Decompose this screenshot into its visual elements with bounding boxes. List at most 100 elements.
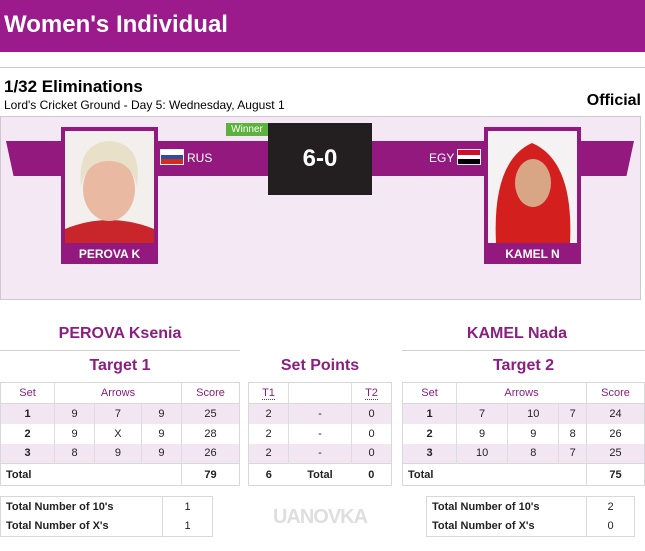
table-row: 1 9 7 9 25 — [0, 403, 240, 424]
arrow-score: 8 — [53, 443, 95, 464]
arrow-score: 9 — [53, 403, 95, 424]
set-score: 25 — [586, 443, 645, 464]
total-row: Total 79 — [0, 463, 240, 486]
table-row: 2 9 X 9 28 — [1, 423, 240, 444]
set-number: 1 — [0, 403, 55, 424]
total-score: 79 — [181, 463, 240, 486]
arrow-score: 7 — [558, 443, 587, 464]
set-number: 3 — [0, 443, 55, 464]
arrow-score: 9 — [140, 443, 182, 464]
xs-label: Total Number of X's — [6, 520, 109, 533]
set-header: Set — [0, 382, 55, 404]
match-score: 6-0 — [268, 123, 372, 195]
athlete2-card[interactable]: KAMEL N — [484, 127, 581, 264]
set-points-table: T1 T2 2-0 2-0 2-0 6 Total 0 — [248, 382, 392, 486]
score-header: Score — [586, 382, 645, 404]
page-title: Women's Individual — [4, 11, 228, 38]
athlete2-full-name: KAMEL Nada — [466, 325, 568, 342]
cell: - — [288, 443, 352, 464]
arrows-header: Arrows — [54, 382, 182, 404]
athlete2-target: Target 2 — [492, 357, 555, 374]
table-row: 2-0 — [248, 403, 392, 424]
xs-value: 1 — [162, 516, 213, 537]
cell: 0 — [351, 443, 392, 464]
set-score: 28 — [181, 423, 240, 444]
set-points-title: Set Points — [280, 357, 360, 374]
tens-label: Total Number of 10's — [432, 500, 540, 513]
total-label: Total — [402, 463, 587, 486]
arrow-score: 9 — [140, 403, 182, 424]
watermark-logo: UANOVKA — [272, 506, 368, 528]
arrow-score: 7 — [94, 403, 142, 424]
table-row: 2-0 — [248, 443, 392, 464]
tens-value: 2 — [586, 496, 635, 517]
arrow-score: 9 — [455, 423, 508, 444]
russia-flag-icon — [160, 149, 184, 165]
athlete1-full-name: PEROVA Ksenia — [58, 325, 182, 342]
set-score: 26 — [586, 423, 645, 444]
venue-text: Lord's Cricket Ground - Day 5: Wednesday… — [4, 98, 285, 112]
athlete1-photo — [65, 131, 154, 243]
arrow-score: X — [94, 423, 142, 444]
xs-label: Total Number of X's — [432, 520, 535, 533]
athlete2-country: EGY — [429, 151, 455, 165]
athlete1-card[interactable]: PEROVA K — [61, 127, 158, 264]
score-header: Score — [181, 382, 240, 404]
cell: 0 — [351, 423, 392, 444]
egypt-flag-icon — [457, 149, 481, 165]
cell: 2 — [265, 427, 272, 440]
athlete1-short-name: PEROVA K — [78, 247, 141, 261]
athlete2-counts-table: Total Number of 10's 2 Total Number of X'… — [426, 496, 635, 537]
set-number: 3 — [402, 443, 457, 464]
cell: Total — [288, 463, 352, 486]
set-score: 26 — [181, 443, 240, 464]
set-header: Set — [402, 382, 457, 404]
xs-value: 0 — [586, 516, 635, 537]
winner-badge: Winner — [226, 123, 268, 136]
arrow-score: 9 — [507, 423, 559, 444]
arrow-score: 9 — [53, 423, 95, 444]
arrows-header: Arrows — [456, 382, 587, 404]
divider — [402, 350, 645, 351]
tens-label: Total Number of 10's — [6, 500, 114, 513]
cell: 2 — [248, 403, 289, 424]
cell: 2 — [248, 443, 289, 464]
set-score: 25 — [181, 403, 240, 424]
set-number: 2 — [426, 427, 433, 440]
cell: 6 — [248, 463, 289, 486]
divider — [0, 350, 240, 351]
cell: 0 — [351, 403, 392, 424]
athlete1-country: RUS — [187, 151, 213, 165]
cell: 0 — [351, 463, 392, 486]
athlete1-counts-table: Total Number of 10's 1 Total Number of X'… — [0, 496, 213, 537]
divider — [0, 67, 645, 68]
set-number: 1 — [402, 403, 457, 424]
table-row: 2 9 9 8 26 — [403, 423, 645, 444]
athlete2-short-name: KAMEL N — [505, 247, 560, 261]
tens-value: 1 — [162, 496, 213, 517]
athlete1-score-table: Set Arrows Score 1 9 7 9 25 2 9 X 9 28 3 8 9 9 26 Total 79 — [0, 382, 240, 486]
status-label: Official — [586, 92, 641, 109]
table-row: 3 10 8 7 25 — [402, 443, 645, 464]
total-label: Total — [0, 463, 182, 486]
arrow-score: 7 — [558, 403, 587, 424]
t2-header: T2 — [365, 387, 378, 400]
athlete1-target: Target 1 — [89, 357, 151, 374]
arrow-score: 9 — [94, 443, 142, 464]
arrow-score: 8 — [507, 443, 559, 464]
t1-header: T1 — [262, 387, 275, 400]
table-row: 3 8 9 9 26 — [0, 443, 240, 464]
athlete2-score-table: Set Arrows Score 1 7 10 7 24 2 9 9 8 26 3 10 8 7 25 Total 7… — [402, 382, 645, 486]
page-header: Women's Individual — [0, 0, 645, 52]
arrow-score: 10 — [455, 443, 508, 464]
arrow-score: 7 — [455, 403, 508, 424]
table-row: 2-0 — [249, 423, 392, 444]
set-score: 24 — [586, 403, 645, 424]
arrow-score: 9 — [140, 423, 182, 444]
athlete2-photo — [488, 131, 577, 243]
total-score: 75 — [586, 463, 645, 486]
table-row: 1 7 10 7 24 — [402, 403, 645, 424]
total-row: 6 Total 0 — [248, 463, 392, 486]
arrow-score: 10 — [507, 403, 559, 424]
set-number: 2 — [24, 427, 31, 440]
